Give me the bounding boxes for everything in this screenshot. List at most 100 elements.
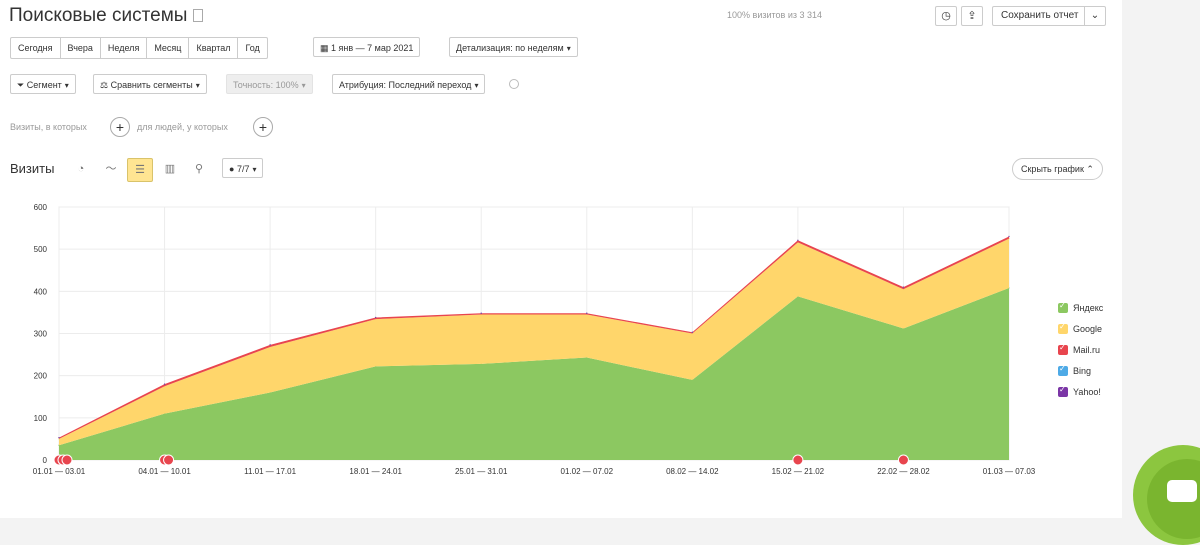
- data-point-yahoo: [1008, 235, 1010, 238]
- legend-swatch-yandex: [1058, 301, 1068, 313]
- bar-chart-icon[interactable]: ▥: [164, 163, 176, 175]
- legend-item-yahoo[interactable]: Yahoo!: [1058, 381, 1103, 402]
- legend-label-mailru: Mail.ru: [1073, 344, 1101, 355]
- chevron-down-icon: ▾: [566, 44, 571, 53]
- map-icon[interactable]: ⚲: [194, 163, 204, 175]
- y-tick-label: 0: [43, 456, 48, 465]
- chevron-down-icon: ▾: [64, 81, 69, 90]
- legend-label-bing: Bing: [1073, 365, 1092, 376]
- page-title: Поисковые системы: [9, 5, 204, 27]
- y-tick-label: 100: [34, 414, 48, 423]
- export-icon[interactable]: ⇪: [961, 6, 983, 26]
- y-tick-label: 300: [34, 330, 48, 339]
- calendar-icon: ▦: [320, 43, 329, 53]
- data-point-yahoo: [797, 239, 799, 241]
- chart-legend: Яндекс Google Mail.ru Bing Yahoo!: [1058, 297, 1103, 402]
- chat-widget-button[interactable]: [1133, 445, 1200, 545]
- line-chart-icon[interactable]: 〜: [105, 163, 117, 175]
- visits-share: 100% визитов из 3 314: [727, 10, 822, 20]
- data-point-yahoo: [586, 312, 588, 314]
- save-report-label: Сохранить отчет: [1001, 10, 1079, 21]
- visits-condition-label: Визиты, в которых: [10, 122, 87, 132]
- legend-label-google: Google: [1073, 323, 1103, 334]
- save-report-button[interactable]: Сохранить отчет ⌄: [992, 6, 1106, 26]
- annotation-marker: [61, 454, 73, 466]
- clock-icon[interactable]: ◷: [935, 6, 957, 26]
- legend-item-bing[interactable]: Bing: [1058, 360, 1103, 381]
- detail-label: Детализация: по неделям: [456, 43, 564, 53]
- period-tabs: Сегодня Вчера Неделя Месяц Квартал Год: [10, 37, 268, 59]
- date-range-button[interactable]: ▦ 1 янв — 7 мар 2021: [313, 37, 421, 57]
- x-tick-label: 22.02 — 28.02: [877, 467, 930, 476]
- legend-item-mailru[interactable]: Mail.ru: [1058, 339, 1103, 360]
- data-point-yahoo: [691, 331, 693, 333]
- tab-today[interactable]: Сегодня: [10, 37, 61, 59]
- data-point-yahoo: [375, 316, 377, 319]
- visits-area-chart: 0 100 200 300 400 500 600 01.01 — 03.01 04.01 — …: [33, 203, 1036, 476]
- y-tick-label: 500: [34, 245, 48, 254]
- date-range-label: 1 янв — 7 мар 2021: [331, 43, 414, 53]
- attribution-label: Атрибуция: Последний переход: [339, 80, 472, 90]
- hide-chart-button[interactable]: Скрыть график ⌃: [1012, 158, 1103, 180]
- legend-item-google[interactable]: Google: [1058, 318, 1103, 339]
- chevron-down-icon: ▾: [252, 165, 257, 174]
- x-tick-label: 01.02 — 07.02: [561, 467, 614, 476]
- legend-item-yandex[interactable]: Яндекс: [1058, 297, 1103, 318]
- legend-label-yandex: Яндекс: [1073, 302, 1104, 313]
- legend-label-yahoo: Yahoo!: [1073, 386, 1101, 397]
- comment-icon: ●: [229, 164, 235, 174]
- data-point-yahoo: [902, 286, 905, 288]
- chevron-up-icon: ⌃: [1086, 164, 1094, 174]
- page-title-text: Поисковые системы: [9, 5, 188, 26]
- x-tick-label: 11.01 — 17.01: [244, 467, 296, 476]
- legend-swatch-bing: [1058, 364, 1068, 376]
- detail-select[interactable]: Детализация: по неделям ▾: [449, 37, 578, 57]
- add-visit-condition-icon[interactable]: +: [110, 117, 130, 137]
- chevron-down-icon: ▾: [474, 81, 479, 90]
- filter-icon: ⏷: [17, 80, 25, 90]
- annotations-button[interactable]: ● 7/7 ▾: [222, 158, 264, 178]
- tab-week[interactable]: Неделя: [100, 37, 148, 59]
- area-chart-icon[interactable]: ☰: [127, 158, 153, 182]
- x-tick-label: 25.01 — 31.01: [455, 467, 508, 476]
- attribution-select[interactable]: Атрибуция: Последний переход ▾: [332, 74, 486, 94]
- chevron-down-icon[interactable]: ⌄: [1084, 7, 1105, 25]
- chart-title: Визиты: [10, 161, 55, 176]
- y-tick-label: 400: [34, 287, 48, 296]
- data-point-yahoo: [480, 312, 482, 314]
- chat-bubble-icon: [1167, 480, 1197, 502]
- segment-button[interactable]: ⏷ Сегмент ▾: [10, 74, 76, 94]
- accuracy-label: Точность: 100%: [233, 80, 299, 90]
- report-panel: Поисковые системы 100% визитов из 3 314 …: [0, 0, 1122, 518]
- accuracy-select[interactable]: Точность: 100% ▾: [226, 74, 313, 94]
- tab-quarter[interactable]: Квартал: [189, 37, 239, 59]
- annotation-marker: [897, 454, 909, 466]
- segment-label: Сегмент: [26, 80, 62, 90]
- bookmark-icon[interactable]: [193, 9, 204, 23]
- x-tick-label: 01.01 — 03.01: [33, 467, 86, 476]
- compare-segments-button[interactable]: ⚖ Сравнить сегменты ▾: [93, 74, 207, 94]
- tab-month[interactable]: Месяц: [147, 37, 190, 59]
- pie-chart-icon[interactable]: ◔: [77, 163, 85, 175]
- x-tick-label: 01.03 — 07.03: [983, 467, 1036, 476]
- legend-swatch-mailru: [1058, 343, 1068, 355]
- chevron-down-icon: ▾: [195, 81, 200, 90]
- x-tick-label: 18.01 — 24.01: [349, 467, 402, 476]
- compare-label: Сравнить сегменты: [110, 80, 193, 90]
- annotations-count: 7/7: [236, 164, 250, 174]
- legend-swatch-google: [1058, 322, 1068, 334]
- data-point-yahoo: [269, 344, 271, 346]
- data-point-yahoo: [163, 383, 166, 385]
- x-tick-label: 15.02 — 21.02: [772, 467, 825, 476]
- help-icon[interactable]: [509, 79, 519, 89]
- area-series-yandex: [59, 287, 1009, 460]
- tab-year[interactable]: Год: [238, 37, 268, 59]
- add-people-condition-icon[interactable]: +: [253, 117, 273, 137]
- x-tick-label: 04.01 — 10.01: [138, 467, 191, 476]
- tab-yesterday[interactable]: Вчера: [60, 37, 101, 59]
- data-point-yahoo: [58, 437, 60, 439]
- compare-icon: ⚖: [100, 80, 109, 90]
- legend-swatch-yahoo: [1058, 385, 1068, 397]
- y-tick-label: 600: [34, 203, 48, 212]
- people-condition-label: для людей, у которых: [137, 122, 228, 132]
